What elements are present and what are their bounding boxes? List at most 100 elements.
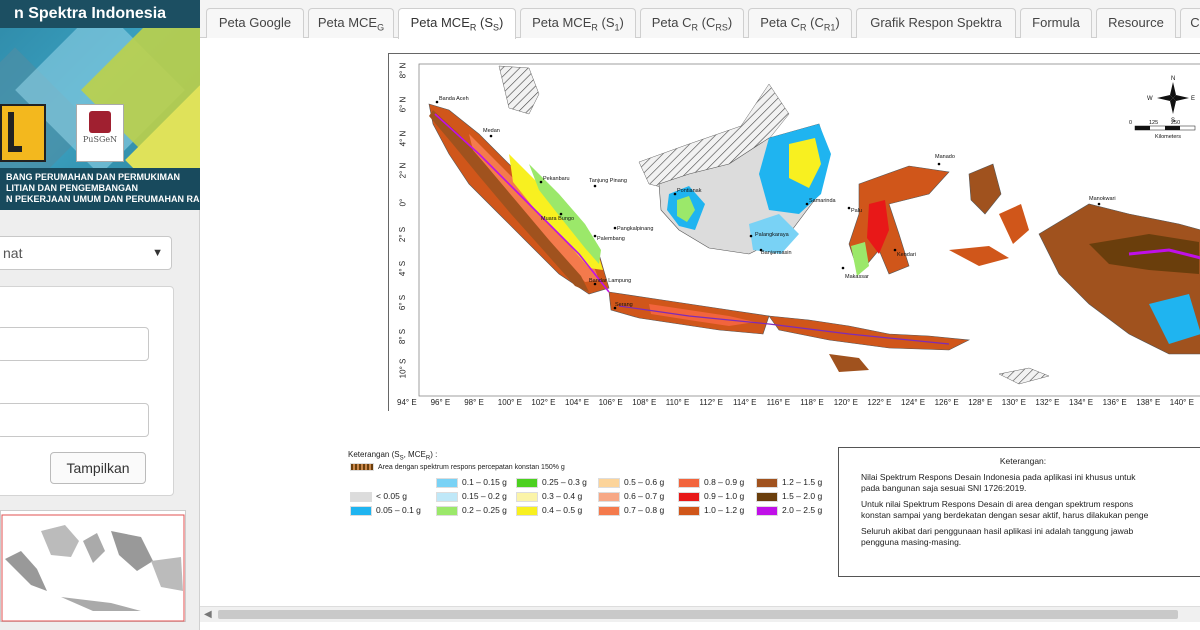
scroll-left-icon[interactable]: ◀ [204,609,212,620]
longitude-input[interactable] [0,403,149,437]
org-line: BANG PERUMAHAN DAN PERMUKIMAN [6,172,180,182]
city-label: Banda Aceh [439,96,469,102]
legend-item: 1.2 – 1.5 g [756,477,822,488]
tab-peta-cr-crs[interactable]: Peta CR (CRS) [640,8,744,38]
city-label: Pangkalpinang [617,226,653,232]
city-label: Palembang [597,236,625,242]
city-label: Serang [615,302,633,308]
legend-label: 0.15 – 0.2 g [462,491,507,501]
lon-label: 138° E [1136,398,1161,407]
lon-label: 136° E [1102,398,1127,407]
lat-label: 4° N [398,130,408,147]
lon-label: 112° E [699,398,723,407]
city-label: Medan [483,128,500,134]
legend-label: 2.0 – 2.5 g [782,505,823,515]
legend-swatch [678,491,700,502]
tab-peta-mceg[interactable]: Peta MCEG [308,8,394,38]
legend-swatch [756,477,778,488]
spectral-hazard-map: Banda Aceh Medan Pekanbaru Tanjung Pinan… [388,53,1200,412]
city-label: Pekanbaru [543,176,570,182]
tab-peta-google[interactable]: Peta Google [206,8,304,38]
legend-item: 1.0 – 1.2 g [678,505,744,516]
select-value: nat [3,245,23,261]
legend-swatch [678,505,700,516]
scale-value: 250 [1171,120,1180,126]
legend-label: 0.05 – 0.1 g [376,505,421,515]
legend-item: 0.2 – 0.25 g [436,505,507,516]
note-item: Nilai Spektrum Respons Desain Indonesia … [861,472,1200,494]
tab-peta-mcer-s1[interactable]: Peta MCER (S1) [520,8,636,38]
legend-label: 0.7 – 0.8 g [624,505,665,515]
lon-label: 106° E [598,398,623,407]
tab-peta-mcer-ss[interactable]: Peta MCER (SS) [398,8,516,39]
tab-grafik-respon-spektra[interactable]: Grafik Respon Spektra [856,8,1016,38]
horizontal-scrollbar[interactable]: ◀ [200,606,1200,622]
lon-label: 134° E [1069,398,1094,407]
compass-icon: N S E W [1147,76,1195,124]
org-line: N PEKERJAAN UMUM DAN PERUMAHAN RAKYAT [6,194,200,204]
legend-label: 0.4 – 0.5 g [542,505,583,515]
city-label: Palangkaraya [755,232,790,238]
note-item: Untuk nilai Spektrum Respons Desain di a… [861,499,1200,521]
legend-item: 0.1 – 0.15 g [436,477,507,488]
legend-swatch [598,505,620,516]
legend-label: < 0.05 g [376,491,407,501]
legend-item: < 0.05 g [350,491,407,502]
lon-label: 122° E [867,398,892,407]
map-thumbnail[interactable] [0,510,186,622]
compass-w: W [1147,96,1153,102]
legend-swatch [598,477,620,488]
legend-label: 0.2 – 0.25 g [462,505,507,515]
city-label: Palu [851,208,862,214]
legend-swatch [436,505,458,516]
city-label: Kendari [897,252,916,258]
legend-hatch-item: Area dengan spektrum respons percepatan … [350,463,565,471]
app-title: n Spektra Indonesia [0,0,200,28]
lon-label: 118° E [800,398,824,407]
show-button[interactable]: Tampilkan [50,452,146,484]
compass-s: S [1171,118,1175,124]
location-method-select[interactable]: nat ▼ [0,236,172,270]
compass-n: N [1171,76,1175,82]
latitude-input[interactable] [0,327,149,361]
lat-label: 10° S [398,358,408,379]
tab-overflow[interactable]: C [1180,8,1200,38]
notes-title: Keterangan: [999,456,1047,466]
lon-label: 96° E [430,398,451,407]
tab-content: Banda Aceh Medan Pekanbaru Tanjung Pinan… [200,39,1200,606]
scrollbar-thumb[interactable] [218,610,1178,619]
lon-label: 130° E [1001,398,1026,407]
lon-label: 116° E [766,398,791,407]
left-sidebar: n Spektra Indonesia PuSGeN BANG PERUMAHA… [0,0,200,630]
city-label: Banjarmasin [761,250,792,256]
legend-label: 0.25 – 0.3 g [542,477,587,487]
org-line: LITIAN DAN PENGEMBANGAN [6,183,138,193]
pusgen-logo-text: PuSGeN [82,135,118,144]
legend-label: 0.1 – 0.15 g [462,477,507,487]
lat-label: 6° S [398,294,408,311]
scale-value: 125 [1149,120,1158,126]
legend-label: 0.5 – 0.6 g [624,477,665,487]
notes-box: Keterangan: Nilai Spektrum Respons Desai… [838,447,1200,577]
legend-item: 0.3 – 0.4 g [516,491,582,502]
legend-title: Keterangan (SS, MCER) : [348,450,438,462]
legend-swatch [350,491,372,502]
tab-formula[interactable]: Formula [1020,8,1092,38]
city-label: Samarinda [809,198,837,204]
note-item: Seluruh akibat dari penggunaan hasil apl… [861,526,1200,548]
legend-label: 0.8 – 0.9 g [704,477,745,487]
legend-item: 0.4 – 0.5 g [516,505,582,516]
lon-label: 98° E [464,398,484,407]
tab-peta-cr-cr1[interactable]: Peta CR (CR1) [748,8,852,38]
legend-swatch [436,477,458,488]
header-banner: n Spektra Indonesia PuSGeN BANG PERUMAHA… [0,0,200,210]
lon-label: 128° E [968,398,993,407]
legend-item: 1.5 – 2.0 g [756,491,822,502]
lon-label: 100° E [497,398,522,407]
organization-name: BANG PERUMAHAN DAN PERMUKIMAN LITIAN DAN… [0,168,200,210]
legend-label: 0.9 – 1.0 g [704,491,745,501]
legend-item: 0.9 – 1.0 g [678,491,744,502]
tab-resource[interactable]: Resource [1096,8,1176,38]
chevron-down-icon: ▼ [152,247,163,259]
tab-bar: Peta Google Peta MCEG Peta MCER (SS) Pet… [200,0,1200,39]
